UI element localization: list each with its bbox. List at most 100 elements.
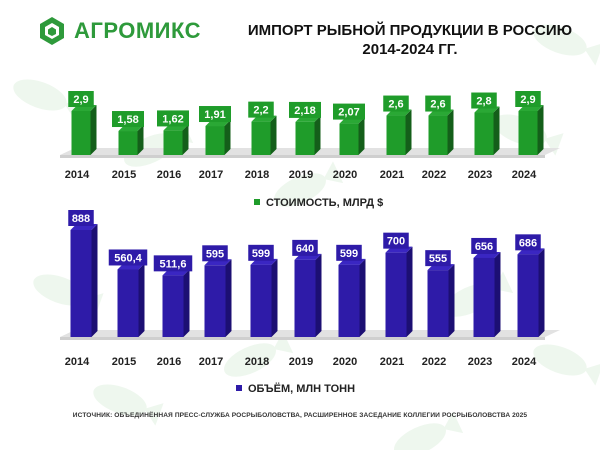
source-note: ИСТОЧНИК: ОБЪЕДИНЁННАЯ ПРЕСС-СЛУЖБА РОСР… <box>72 412 528 419</box>
data-label: 686 <box>519 237 537 249</box>
data-label: 2,6 <box>388 99 403 111</box>
year-tick-label: 2023 <box>468 356 492 368</box>
data-label: 2,9 <box>73 94 88 106</box>
chart-floor-edge <box>60 155 545 158</box>
year-tick-label: 2014 <box>65 356 90 368</box>
data-label: 599 <box>252 248 270 260</box>
legend-volume-swatch <box>236 385 242 391</box>
year-tick-label: 2017 <box>199 356 223 368</box>
bar <box>70 224 98 337</box>
data-label: 595 <box>206 248 224 260</box>
data-label-box <box>471 237 497 254</box>
data-label-box <box>515 91 541 107</box>
bar <box>294 253 322 337</box>
data-label: 555 <box>429 253 447 265</box>
year-tick-label: 2020 <box>333 169 357 181</box>
data-label: 700 <box>387 236 405 248</box>
year-tick-label: 2017 <box>199 169 223 181</box>
bar <box>163 124 189 155</box>
year-tick-label: 2015 <box>112 356 136 368</box>
title-line-1: ИМПОРТ РЫБНОЙ ПРОДУКЦИИ В РОССИЮ <box>247 22 573 39</box>
data-label-box <box>199 106 231 123</box>
legend-volume: ОБЪЁМ, МЛН ТОНН <box>248 382 355 395</box>
year-tick-label: 2021 <box>380 169 404 181</box>
chart-floor-edge <box>60 337 545 340</box>
data-label-box <box>383 95 409 112</box>
data-label: 511,6 <box>160 258 187 270</box>
page-title: ИМПОРТ РЫБНОЙ ПРОДУКЦИИ В РОССИЮ 2014-20… <box>225 21 595 59</box>
year-tick-label: 2022 <box>422 169 446 181</box>
bar <box>386 109 412 155</box>
data-label-box <box>336 244 362 261</box>
fish-watermark <box>224 331 294 377</box>
data-label: 2,18 <box>294 105 315 117</box>
title-line-2: 2014-2024 ГГ. <box>362 41 458 58</box>
data-label: 1,91 <box>204 109 225 121</box>
data-label: 2,6 <box>430 99 445 111</box>
data-label-box <box>202 245 228 262</box>
year-tick-label: 2023 <box>468 169 492 181</box>
bar <box>204 259 232 337</box>
data-label: 599 <box>340 248 358 260</box>
data-label-box <box>333 103 365 120</box>
year-tick-label: 2015 <box>112 169 136 181</box>
bar <box>385 246 413 337</box>
year-tick-label: 2021 <box>380 356 404 368</box>
year-tick-label: 2019 <box>289 356 313 368</box>
data-label: 2,8 <box>476 96 491 108</box>
data-label-box <box>248 244 274 261</box>
bar <box>518 105 544 155</box>
data-label: 2,2 <box>253 105 268 117</box>
data-label-box <box>289 101 321 118</box>
data-label-box <box>471 92 497 109</box>
year-tick-label: 2019 <box>289 169 313 181</box>
bar <box>517 248 545 337</box>
year-tick-label: 2018 <box>245 356 269 368</box>
bar <box>295 115 321 155</box>
bar <box>251 115 277 155</box>
data-label-box <box>157 110 189 127</box>
data-label-box <box>68 91 94 107</box>
bar <box>428 109 454 155</box>
data-label: 560,4 <box>114 252 142 264</box>
data-label-box <box>108 249 148 266</box>
fish-watermark <box>93 384 164 426</box>
data-label-box <box>112 111 144 128</box>
data-label: 1,62 <box>162 113 183 125</box>
data-label: 656 <box>475 241 493 253</box>
year-tick-label: 2024 <box>512 169 537 181</box>
fish-watermark <box>533 24 600 66</box>
data-label: 2,9 <box>520 94 535 106</box>
fish-watermark <box>274 161 344 207</box>
data-label-box <box>68 210 94 226</box>
data-label-box <box>383 232 409 249</box>
year-tick-label: 2020 <box>333 356 357 368</box>
bar <box>250 258 278 337</box>
legend-value: СТОИМОСТЬ, МЛРД $ <box>266 197 383 209</box>
data-label-box <box>515 234 541 251</box>
data-label-box <box>292 239 318 256</box>
year-tick-label: 2018 <box>245 169 269 181</box>
bar <box>162 269 190 337</box>
bar <box>474 106 500 155</box>
legend-value-swatch <box>254 199 260 205</box>
data-label-box <box>248 101 274 118</box>
year-tick-label: 2016 <box>157 169 181 181</box>
fish-watermark <box>533 344 600 386</box>
data-label-box <box>153 255 193 272</box>
bar <box>118 125 144 155</box>
data-label: 640 <box>296 243 314 255</box>
data-label-box <box>425 95 451 112</box>
fish-watermark <box>394 411 464 450</box>
bar <box>473 251 501 337</box>
data-label: 2,07 <box>338 107 359 119</box>
data-label: 888 <box>72 213 90 225</box>
data-label: 1,58 <box>117 114 138 126</box>
bar <box>71 105 97 155</box>
bar <box>117 263 145 337</box>
year-tick-label: 2022 <box>422 356 446 368</box>
hexagon-logo-icon <box>40 17 64 45</box>
year-tick-label: 2014 <box>65 169 90 181</box>
data-label-box <box>425 250 451 267</box>
